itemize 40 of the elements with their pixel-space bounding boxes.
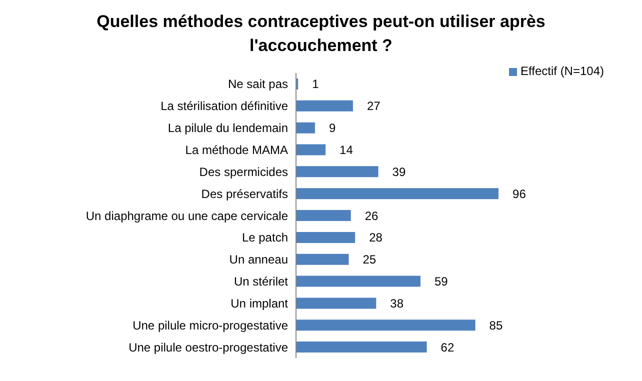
y-tick-label: La pilule du lendemain [168, 121, 288, 136]
bar [296, 254, 349, 265]
y-tick-label: Un implant [230, 296, 289, 310]
data-label: 62 [440, 340, 454, 354]
data-label: 85 [489, 318, 503, 332]
bar [296, 298, 376, 309]
y-tick-label: La stérilisation définitive [160, 99, 288, 114]
chart-title: Quelles méthodes contraceptives peut-on utiliser après l'accouchement ? [96, 11, 546, 57]
data-label: 59 [434, 274, 448, 289]
y-tick-label: Le patch [242, 230, 288, 245]
data-label: 38 [390, 296, 404, 310]
y-tick-label: La méthode MAMA [185, 142, 288, 157]
bar [296, 100, 353, 112]
data-label: 96 [512, 186, 526, 201]
y-tick-label: Un anneau [229, 252, 288, 267]
bar [296, 320, 476, 331]
data-label: 39 [392, 164, 406, 179]
bar [296, 166, 378, 178]
y-tick-label: Un diaphgrame ou une cape cervicale [86, 208, 288, 223]
bar [296, 342, 427, 353]
y-tick-label: Un stérilet [234, 274, 289, 289]
legend-label: Effectif (N=104) [520, 64, 604, 78]
y-tick-label: Une pilule oestro-progestative [128, 340, 288, 354]
bar [296, 122, 315, 134]
bar [296, 210, 351, 222]
data-label: 9 [328, 121, 336, 136]
data-label: 14 [340, 143, 354, 158]
bar [296, 232, 356, 243]
bar [296, 188, 499, 200]
y-tick-label: Des préservatifs [201, 186, 288, 201]
y-tick-label: Une pilule micro-progestative [132, 318, 288, 332]
y-tick-label: Des spermicides [199, 164, 288, 179]
data-label: 25 [362, 252, 376, 267]
bar [296, 276, 420, 287]
data-label: 27 [366, 99, 381, 114]
data-label: 1 [312, 77, 320, 92]
y-tick-label: Ne sait pas [228, 77, 288, 92]
data-label: 26 [364, 208, 379, 223]
bar [296, 144, 326, 156]
data-label: 28 [369, 230, 383, 245]
